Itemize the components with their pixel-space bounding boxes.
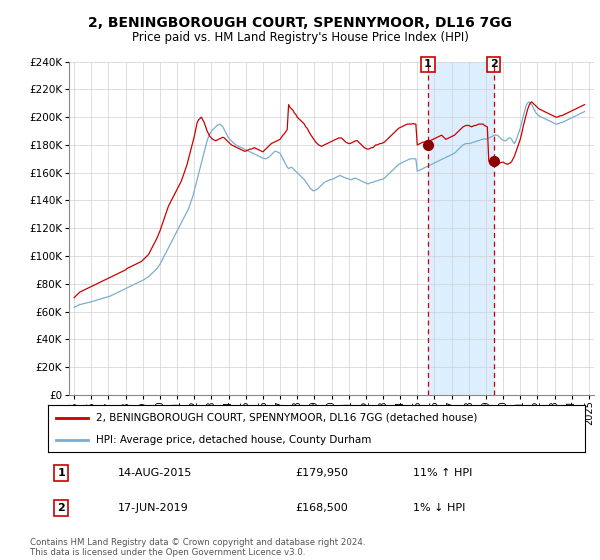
Text: £179,950: £179,950 [295,468,348,478]
Text: 1: 1 [424,59,432,69]
Text: 2, BENINGBOROUGH COURT, SPENNYMOOR, DL16 7GG (detached house): 2, BENINGBOROUGH COURT, SPENNYMOOR, DL16… [97,413,478,423]
Text: 1: 1 [58,468,65,478]
Text: Contains HM Land Registry data © Crown copyright and database right 2024.
This d: Contains HM Land Registry data © Crown c… [30,538,365,557]
Bar [428,62,494,395]
Text: 14-AUG-2015: 14-AUG-2015 [118,468,192,478]
Text: 2: 2 [490,59,497,69]
Text: 11% ↑ HPI: 11% ↑ HPI [413,468,473,478]
Text: 2, BENINGBOROUGH COURT, SPENNYMOOR, DL16 7GG: 2, BENINGBOROUGH COURT, SPENNYMOOR, DL16… [88,16,512,30]
Text: 2: 2 [58,503,65,513]
Text: HPI: Average price, detached house, County Durham: HPI: Average price, detached house, Coun… [97,435,372,445]
Text: 1% ↓ HPI: 1% ↓ HPI [413,503,466,513]
Text: £168,500: £168,500 [295,503,348,513]
Text: Price paid vs. HM Land Registry's House Price Index (HPI): Price paid vs. HM Land Registry's House … [131,31,469,44]
Text: 17-JUN-2019: 17-JUN-2019 [118,503,188,513]
